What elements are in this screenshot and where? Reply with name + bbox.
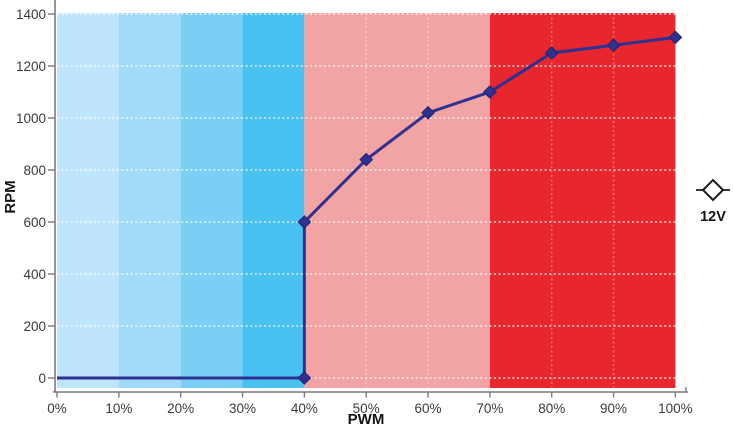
zone-band <box>489 13 676 388</box>
legend-diamond-icon <box>701 178 725 202</box>
horizontal-gridlines <box>57 13 676 379</box>
x-tick-label: 50% <box>353 401 380 416</box>
data-point-marker <box>482 85 497 99</box>
y-tick-label: 400 <box>23 267 46 282</box>
x-tick-label: 40% <box>291 401 318 416</box>
y-tick-labels: 0 200 400 600 800 1000 1200 1400 <box>16 7 46 386</box>
y-tick-label: 0 <box>38 371 46 386</box>
data-point-marker <box>297 371 312 385</box>
data-point-marker <box>606 38 621 53</box>
y-tick-label: 1000 <box>16 111 46 126</box>
data-point-marker <box>297 215 312 229</box>
x-tick-label: 20% <box>167 401 194 416</box>
pwm-zone-bands <box>57 13 676 388</box>
x-tick-label: 0% <box>47 401 67 416</box>
data-point-marker <box>421 105 435 120</box>
axes <box>48 0 688 398</box>
legend-label-12v: 12V <box>700 209 726 225</box>
y-tick-label: 1200 <box>16 59 46 74</box>
x-tick-label: 70% <box>476 401 503 416</box>
y-axis-title: RPM <box>2 180 19 213</box>
y-tick-label: 800 <box>23 163 46 178</box>
zone-band <box>57 13 119 388</box>
x-tick-label: 80% <box>538 401 565 416</box>
x-tick-label: 30% <box>229 401 256 416</box>
x-axis-title: PWM <box>348 411 385 428</box>
series-12v-line <box>57 30 683 385</box>
x-tick-label: 10% <box>105 401 132 416</box>
y-tick-label: 200 <box>23 319 46 334</box>
x-tick-label: 90% <box>600 401 627 416</box>
data-point-marker <box>359 152 374 167</box>
y-tick-label: 600 <box>23 215 46 230</box>
x-tick-label: 100% <box>658 401 693 416</box>
data-point-marker <box>668 30 683 45</box>
zone-band <box>118 13 181 388</box>
zone-band <box>304 13 490 388</box>
zone-band <box>242 13 305 388</box>
x-tick-labels: 0% 10% 20% 30% 40% 50% 60% 70% 80% 90% 100% <box>47 401 692 416</box>
legend: 12V <box>696 178 730 225</box>
y-tick-label: 1400 <box>16 7 46 22</box>
data-point-marker <box>544 46 559 60</box>
x-tick-label: 60% <box>415 401 442 416</box>
zone-band <box>180 13 243 388</box>
